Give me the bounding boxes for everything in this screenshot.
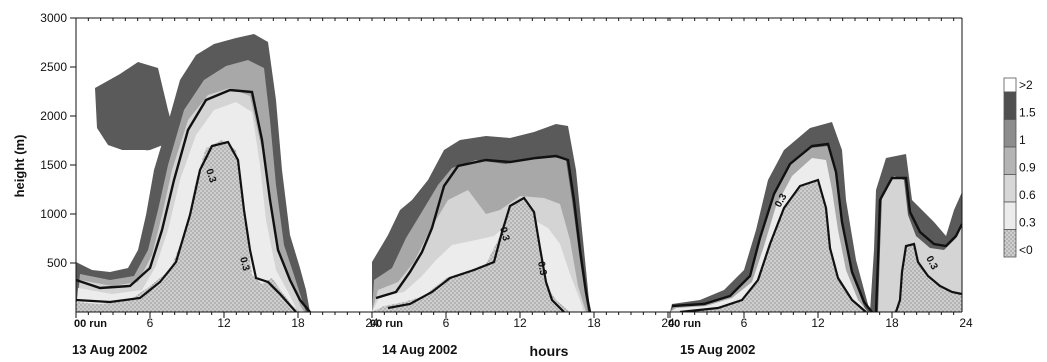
run-label: 00 run xyxy=(370,318,403,330)
run-label: 00 run xyxy=(668,318,701,330)
legend-label: 0.6 xyxy=(1019,188,1036,202)
y-axis-ticks: 3000 2500 2000 1500 1000 500 xyxy=(40,11,76,270)
y-tick-label: 3000 xyxy=(40,11,67,25)
panel-3-level-06 xyxy=(878,176,962,312)
panel-3-isoline-outer xyxy=(671,142,873,312)
panel-3-contours xyxy=(670,122,962,312)
contour-label-4: 0.3 xyxy=(535,261,548,277)
legend-label: 0.3 xyxy=(1019,216,1036,230)
x-tick-label: 18 xyxy=(885,316,899,330)
x-axis-ticks: 6 12 18 24 6 12 18 24 6 12 18 24 xyxy=(75,18,973,330)
y-axis-title: height (m) xyxy=(12,135,27,198)
panel-2-isoline-inner xyxy=(387,196,565,312)
contour-field: 0.3 0.3 0.3 0.3 0.3 0.3 xyxy=(76,34,962,312)
contour-label-1: 0.3 xyxy=(203,168,218,185)
panel-3-below-zero-second xyxy=(894,244,962,312)
day-label: 13 Aug 2002 xyxy=(72,342,147,357)
panel-2-below-zero xyxy=(372,200,570,312)
panel-labels: 00 run 13 Aug 2002 00 run 14 Aug 2002 00 run… xyxy=(72,318,755,357)
x-tick-label: 6 xyxy=(147,316,154,330)
legend-label: <0 xyxy=(1019,243,1033,257)
legend-swatch xyxy=(1003,77,1017,93)
legend-label: 1.5 xyxy=(1019,106,1036,120)
day-label: 14 Aug 2002 xyxy=(382,342,457,357)
panel-1-isoline-inner xyxy=(76,140,297,312)
x-tick-label: 18 xyxy=(291,316,305,330)
y-tick-label: 1000 xyxy=(40,207,67,221)
run-label: 00 run xyxy=(74,318,107,330)
panel-1-below-zero xyxy=(76,140,300,312)
x-tick-label: 24 xyxy=(661,316,675,330)
legend-swatch xyxy=(1003,119,1017,148)
panel-2-contours xyxy=(372,124,592,312)
y-tick-label: 500 xyxy=(47,256,67,270)
legend-swatch xyxy=(1003,229,1017,258)
legend: >2 1.5 1 0.9 0.6 0.3 <0 xyxy=(1003,77,1036,258)
y-tick-label: 2500 xyxy=(40,60,67,74)
legend-swatch xyxy=(1003,201,1017,230)
panel-1-contours xyxy=(76,34,311,312)
x-tick-label: 24 xyxy=(959,316,973,330)
legend-swatch xyxy=(1003,91,1017,120)
panel-3-isoline-inner-second xyxy=(894,242,962,312)
day-label: 15 Aug 2002 xyxy=(680,342,755,357)
y-tick-label: 2000 xyxy=(40,109,67,123)
x-tick-label: 12 xyxy=(811,316,825,330)
legend-label: >2 xyxy=(1019,78,1033,92)
legend-swatch xyxy=(1003,174,1017,203)
panel-1-white-gap xyxy=(104,150,152,222)
x-tick-label: 24 xyxy=(365,316,379,330)
panel-3-below-zero xyxy=(680,180,866,312)
panel-1-level-1-region-a xyxy=(95,62,176,152)
x-axis-title: hours xyxy=(530,343,569,359)
legend-swatch xyxy=(1003,146,1017,175)
panel-1-isoline-outer xyxy=(76,88,311,312)
panel-3-isoline-outer-second xyxy=(874,176,962,312)
legend-label: 0.9 xyxy=(1019,161,1036,175)
panel-2-isoline-outer xyxy=(375,154,592,312)
contour-label-2: 0.3 xyxy=(237,256,251,273)
x-tick-label: 12 xyxy=(513,316,527,330)
legend-label: 1 xyxy=(1019,133,1026,147)
x-tick-label: 18 xyxy=(587,316,601,330)
y-tick-label: 1500 xyxy=(40,158,67,172)
panel-3-isoline-inner xyxy=(679,178,867,312)
x-tick-label: 6 xyxy=(741,316,748,330)
contour-label-3: 0.3 xyxy=(497,226,511,243)
x-tick-label: 12 xyxy=(217,316,231,330)
x-tick-label: 6 xyxy=(443,316,450,330)
